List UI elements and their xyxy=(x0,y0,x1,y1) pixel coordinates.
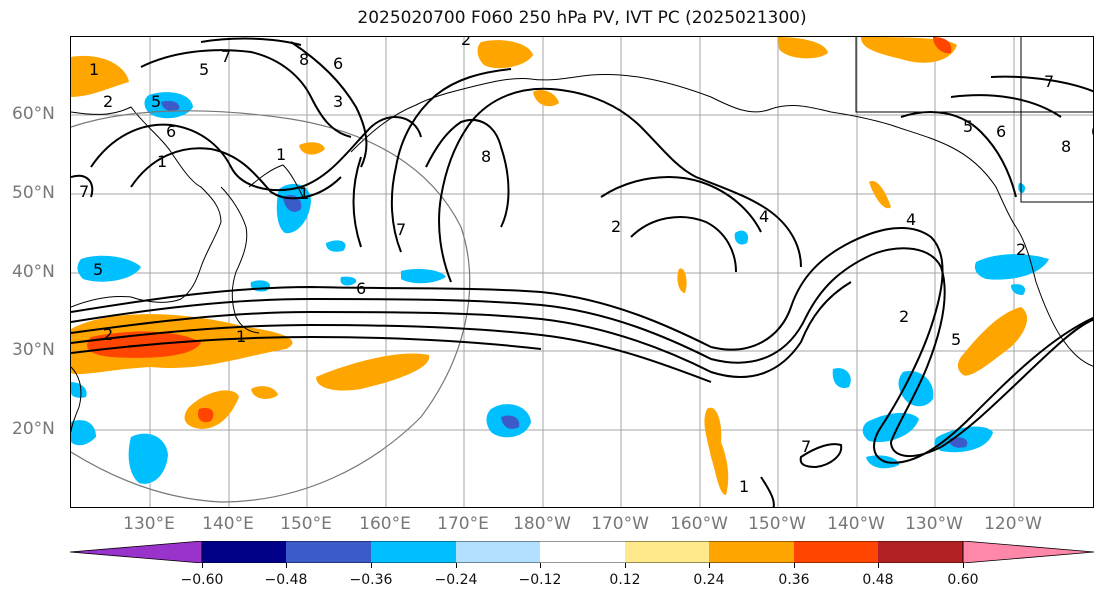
colorbar-segment xyxy=(371,541,456,563)
figure-title: 2025020700 F060 250 hPa PV, IVT PC (2025… xyxy=(357,8,807,28)
ivt-filled-areas xyxy=(71,37,1028,495)
contour-label: 4 xyxy=(759,207,769,226)
colorbar-tick-label: 0.12 xyxy=(609,572,641,588)
contour-label: 6 xyxy=(166,122,176,141)
colorbar-segment xyxy=(202,541,286,563)
coastlines xyxy=(71,37,1093,433)
colorbar-segment xyxy=(709,541,794,563)
contour-label: 6 xyxy=(356,279,366,298)
contour-label: 2 xyxy=(1016,240,1026,259)
contour-label: 6 xyxy=(996,122,1006,141)
contour-label: 5 xyxy=(151,92,161,111)
colorbar-tick-label: −0.12 xyxy=(518,572,562,588)
colorbar-tick-label: −0.48 xyxy=(264,572,308,588)
colorbar-tick-mark xyxy=(371,563,372,568)
contour-label: 5 xyxy=(963,117,973,136)
contour-label: 1 xyxy=(299,184,309,203)
colorbar-segment xyxy=(962,541,1094,563)
colorbar-tick-mark xyxy=(286,563,287,568)
contour-label: 5 xyxy=(951,330,961,349)
colorbar-tick-mark xyxy=(878,563,879,568)
map-plot-area: 2 5 7 8 6 3 1 1 8 2 7 7 5 6 1 2 1 2 2 4 xyxy=(70,36,1094,508)
gridlines xyxy=(71,37,1093,507)
colorbar-tick-mark xyxy=(963,563,964,568)
contour-label: 2 xyxy=(103,92,113,111)
colorbar-segment xyxy=(878,541,963,563)
contour-label: 1 xyxy=(276,145,286,164)
lon-label-160e: 160°E xyxy=(359,514,411,534)
contour-label: 1 xyxy=(739,477,749,496)
colorbar-tick-mark xyxy=(625,563,626,568)
contour-label: 7 xyxy=(1044,72,1054,91)
contour-label: 7 xyxy=(221,47,231,66)
contour-label: 8 xyxy=(1061,137,1071,156)
contour-label: 2 xyxy=(103,325,113,344)
contour-label: 6 xyxy=(333,54,343,73)
colorbar-outline xyxy=(201,541,964,563)
distance-circle xyxy=(71,110,471,503)
lat-label-30n: 30°N xyxy=(12,340,55,360)
lon-label-170w: 170°W xyxy=(591,514,649,534)
colorbar-tick-label: −0.60 xyxy=(180,572,224,588)
lon-label-150e: 150°E xyxy=(280,514,332,534)
lon-label-170e: 170°E xyxy=(437,514,489,534)
colorbar xyxy=(70,541,1094,563)
contour-label: 1 xyxy=(89,60,99,79)
colorbar-tick-mark xyxy=(709,563,710,568)
lat-label-50n: 50°N xyxy=(12,183,55,203)
colorbar-tick-label: −0.36 xyxy=(349,572,393,588)
contour-label: 3 xyxy=(333,92,343,111)
colorbar-tick-label: 0.24 xyxy=(693,572,725,588)
lat-label-20n: 20°N xyxy=(12,419,55,439)
colorbar-tick-label: −0.24 xyxy=(434,572,478,588)
contour-label-group: 2 5 7 8 6 3 1 1 8 2 7 7 5 6 1 2 1 2 2 4 xyxy=(79,37,1094,496)
contour-label: 6 xyxy=(1091,122,1094,141)
lon-label-140e: 140°E xyxy=(202,514,254,534)
lon-label-180w: 180°W xyxy=(513,514,571,534)
contour-label: 1 xyxy=(236,327,246,346)
lon-label-160w: 160°W xyxy=(670,514,728,534)
pv-contours xyxy=(71,37,1093,507)
map-canvas: 2 5 7 8 6 3 1 1 8 2 7 7 5 6 1 2 1 2 2 4 xyxy=(71,37,1094,507)
lon-label-140w: 140°W xyxy=(827,514,885,534)
colorbar-tick-label: 0.48 xyxy=(862,572,894,588)
contour-label: 4 xyxy=(906,210,916,229)
contour-label: 7 xyxy=(801,437,811,456)
contour-label: 5 xyxy=(199,60,209,79)
contour-label: 7 xyxy=(79,182,89,201)
colorbar-tick-label: 0.60 xyxy=(947,572,979,588)
contour-label: 2 xyxy=(461,37,471,49)
colorbar-tick-mark xyxy=(456,563,457,568)
colorbar-segment xyxy=(794,541,878,563)
contour-label: 2 xyxy=(611,217,621,236)
lon-label-130e: 130°E xyxy=(123,514,175,534)
colorbar-segment xyxy=(456,541,540,563)
colorbar-tick-label: 0.36 xyxy=(778,572,810,588)
colorbar-tick-mark xyxy=(202,563,203,568)
lat-label-40n: 40°N xyxy=(12,262,55,282)
contour-label: 8 xyxy=(481,147,491,166)
lon-label-120w: 120°W xyxy=(984,514,1042,534)
colorbar-segment xyxy=(540,541,625,563)
contour-label: 5 xyxy=(93,260,103,279)
colorbar-segment xyxy=(286,541,371,563)
contour-label: 1 xyxy=(157,152,167,171)
contour-label: 7 xyxy=(396,220,406,239)
lon-label-150w: 150°W xyxy=(748,514,806,534)
colorbar-tick-mark xyxy=(794,563,795,568)
lon-label-130w: 130°W xyxy=(905,514,963,534)
colorbar-tick-mark xyxy=(540,563,541,568)
lat-label-60n: 60°N xyxy=(12,104,55,124)
contour-label: 8 xyxy=(299,50,309,69)
colorbar-segment xyxy=(625,541,709,563)
contour-label: 2 xyxy=(899,307,909,326)
colorbar-segment xyxy=(70,541,203,563)
